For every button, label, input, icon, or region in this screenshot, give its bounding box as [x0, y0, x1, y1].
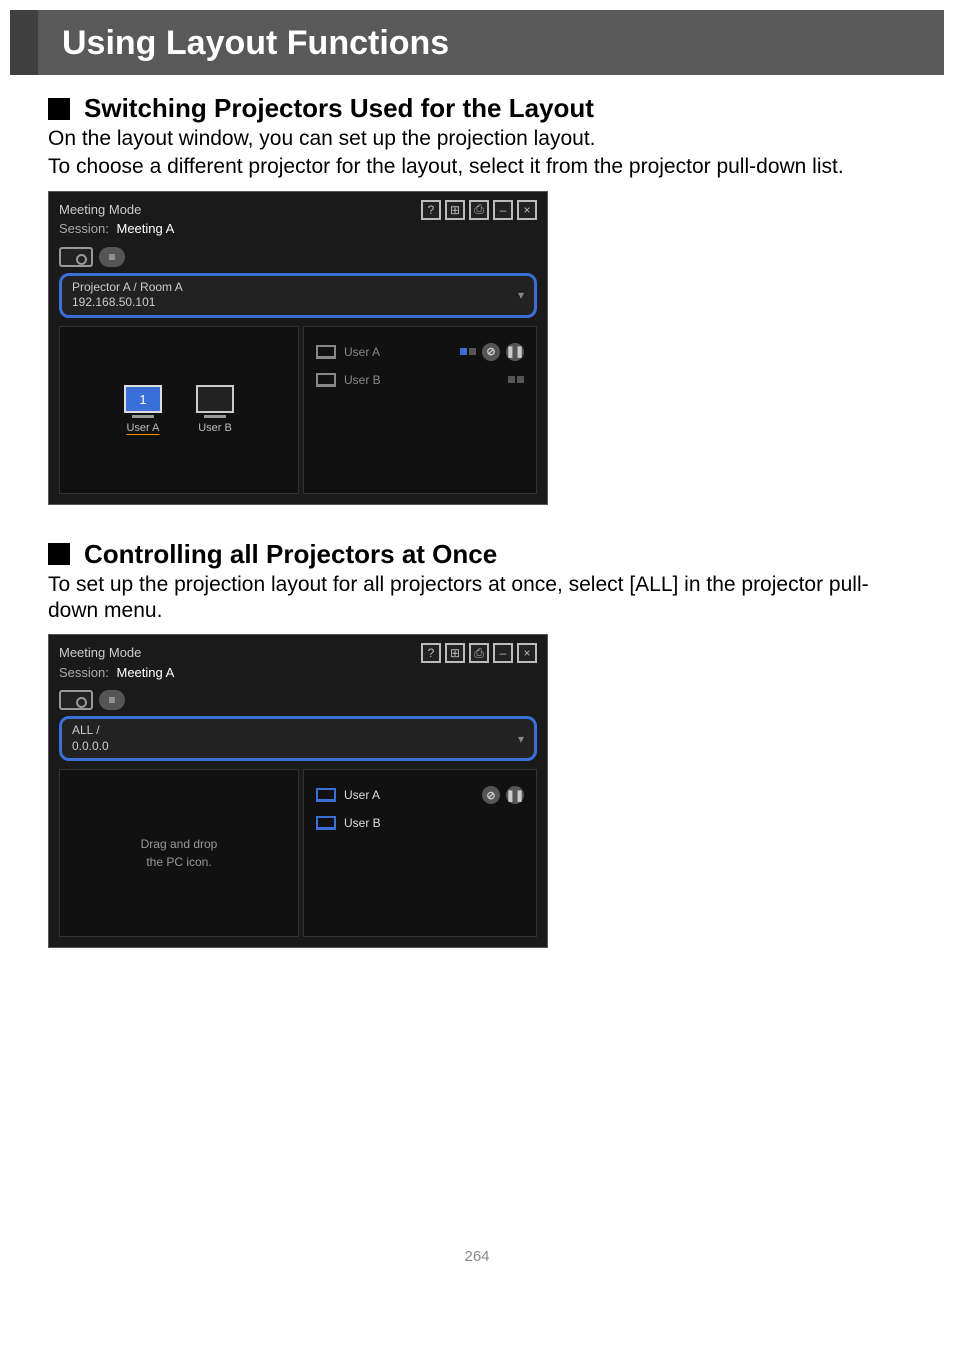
user-left: User B — [316, 373, 381, 387]
help-icon[interactable]: ? — [421, 643, 441, 663]
monitor-icon — [316, 816, 336, 830]
section2-heading-row: Controlling all Projectors at Once — [48, 539, 906, 570]
projector-icon[interactable] — [59, 247, 93, 267]
pc-slot-1[interactable]: 1 User A — [124, 385, 162, 434]
section1-heading: Switching Projectors Used for the Layout — [84, 93, 594, 124]
user-row-b[interactable]: User B — [316, 810, 524, 836]
list-icon[interactable]: ≡ — [99, 247, 125, 267]
pc-stand-icon — [204, 415, 226, 418]
title-left: Meeting Mode Session: Meeting A — [59, 643, 174, 682]
projector-selector[interactable]: Projector A / Room A 192.168.50.101 ▾ — [59, 273, 537, 318]
title-left: Meeting Mode Session: Meeting A — [59, 200, 174, 239]
chevron-down-icon: ▾ — [518, 288, 524, 302]
minimize-icon[interactable]: – — [493, 200, 513, 220]
pc-box-icon: 1 — [124, 385, 162, 413]
hint-line1: Drag and drop — [141, 835, 218, 853]
pc-slot-2[interactable]: User B — [196, 385, 234, 434]
section2-heading: Controlling all Projectors at Once — [84, 539, 497, 570]
session-label: Session: — [59, 221, 109, 236]
section2-para1: To set up the projection layout for all … — [48, 572, 906, 625]
keyboard-icon[interactable]: ⎙ — [469, 200, 489, 220]
pc-label-2: User B — [196, 422, 234, 434]
monitor-icon — [316, 788, 336, 802]
list-icon[interactable]: ≡ — [99, 690, 125, 710]
title-icons: ? ⊞ ⎙ – × — [421, 200, 537, 220]
section1-para2: To choose a different projector for the … — [48, 154, 906, 180]
keyboard-icon[interactable]: ⎙ — [469, 643, 489, 663]
user-right: ⊘ ❚❚ — [482, 786, 524, 804]
selector-line2: 192.168.50.101 — [72, 295, 183, 311]
bullet-icon — [48, 543, 70, 565]
monitor-icon — [316, 345, 336, 359]
pc-stand-icon — [132, 415, 154, 418]
stop-icon[interactable]: ⊘ — [482, 343, 500, 361]
chevron-down-icon: ▾ — [518, 732, 524, 746]
user-row-a[interactable]: User A ⊘ ❚❚ — [316, 780, 524, 810]
position-dots[interactable] — [508, 376, 524, 383]
user-a-name: User A — [344, 345, 380, 359]
grid-icon[interactable]: ⊞ — [445, 200, 465, 220]
session-row: Session: Meeting A — [59, 663, 174, 683]
user-right — [508, 376, 524, 383]
section1-para1: On the layout window, you can set up the… — [48, 126, 906, 152]
session-label: Session: — [59, 665, 109, 680]
pc-box-icon — [196, 385, 234, 413]
drop-hint: Drag and drop the PC icon. — [141, 835, 218, 871]
user-left: User B — [316, 816, 381, 830]
session-name: Meeting A — [117, 221, 175, 236]
hint-line2: the PC icon. — [141, 853, 218, 871]
user-pane: User A ⊘ ❚❚ User B — [303, 769, 537, 937]
user-row-a[interactable]: User A ⊘ ❚❚ — [316, 337, 524, 367]
toolbar: ≡ — [59, 247, 537, 267]
selector-text: ALL / 0.0.0.0 — [72, 723, 109, 754]
page-number: 264 — [0, 1248, 954, 1285]
close-icon[interactable]: × — [517, 200, 537, 220]
toolbar: ≡ — [59, 690, 537, 710]
layout-window-2: Meeting Mode Session: Meeting A ? ⊞ ⎙ – … — [48, 634, 548, 948]
stop-icon[interactable]: ⊘ — [482, 786, 500, 804]
pause-icon[interactable]: ❚❚ — [506, 786, 524, 804]
user-b-name: User B — [344, 816, 381, 830]
mode-label: Meeting Mode — [59, 643, 174, 663]
pause-icon[interactable]: ❚❚ — [506, 343, 524, 361]
close-icon[interactable]: × — [517, 643, 537, 663]
minimize-icon[interactable]: – — [493, 643, 513, 663]
preview-pane[interactable]: 1 User A User B — [59, 326, 299, 494]
panel-row: 1 User A User B User A — [59, 326, 537, 494]
selector-line1: ALL / — [72, 723, 109, 739]
help-icon[interactable]: ? — [421, 200, 441, 220]
section1-heading-row: Switching Projectors Used for the Layout — [48, 93, 906, 124]
session-name: Meeting A — [117, 665, 175, 680]
projector-selector[interactable]: ALL / 0.0.0.0 ▾ — [59, 716, 537, 761]
user-right: ⊘ ❚❚ — [460, 343, 524, 361]
user-pane: User A ⊘ ❚❚ User B — [303, 326, 537, 494]
mode-label: Meeting Mode — [59, 200, 174, 220]
user-b-name: User B — [344, 373, 381, 387]
content: Switching Projectors Used for the Layout… — [0, 75, 954, 948]
page-header: Using Layout Functions — [10, 10, 944, 75]
bullet-icon — [48, 98, 70, 120]
selector-line2: 0.0.0.0 — [72, 739, 109, 755]
session-row: Session: Meeting A — [59, 219, 174, 239]
preview-pane[interactable]: Drag and drop the PC icon. — [59, 769, 299, 937]
layout-window-1: Meeting Mode Session: Meeting A ? ⊞ ⎙ – … — [48, 191, 548, 505]
projector-icon[interactable] — [59, 690, 93, 710]
user-left: User A — [316, 788, 380, 802]
titlebar: Meeting Mode Session: Meeting A ? ⊞ ⎙ – … — [59, 200, 537, 239]
titlebar: Meeting Mode Session: Meeting A ? ⊞ ⎙ – … — [59, 643, 537, 682]
pc-label-1: User A — [124, 422, 162, 434]
user-left: User A — [316, 345, 380, 359]
user-a-name: User A — [344, 788, 380, 802]
selector-line1: Projector A / Room A — [72, 280, 183, 296]
panel-row: Drag and drop the PC icon. User A ⊘ ❚❚ — [59, 769, 537, 937]
grid-icon[interactable]: ⊞ — [445, 643, 465, 663]
title-icons: ? ⊞ ⎙ – × — [421, 643, 537, 663]
selector-text: Projector A / Room A 192.168.50.101 — [72, 280, 183, 311]
user-row-b[interactable]: User B — [316, 367, 524, 393]
page-title: Using Layout Functions — [62, 24, 920, 63]
monitor-icon — [316, 373, 336, 387]
position-dots[interactable] — [460, 348, 476, 355]
